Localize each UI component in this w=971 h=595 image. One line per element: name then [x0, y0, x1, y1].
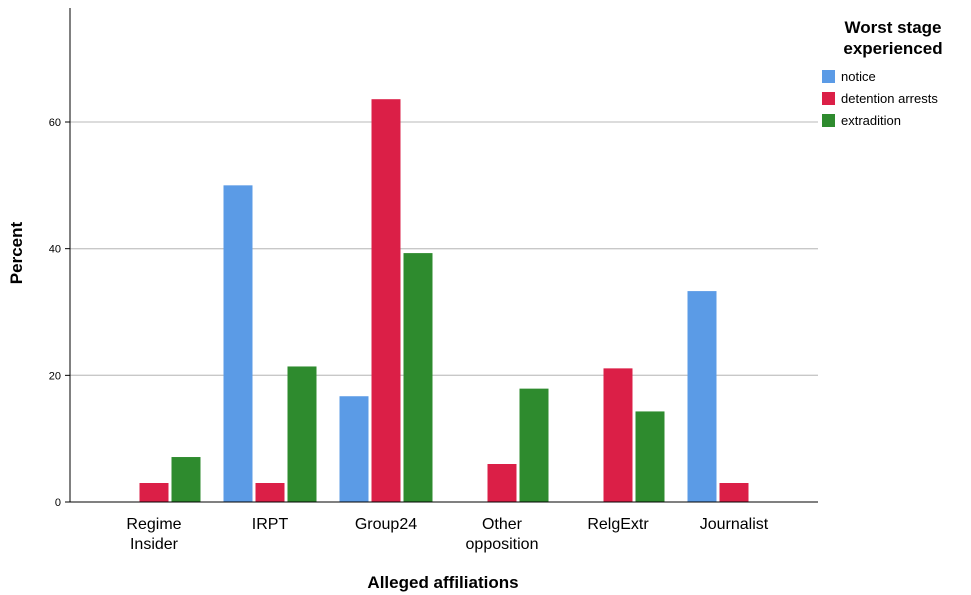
legend: Worst stage experienced notice detention …: [822, 18, 943, 128]
legend-label: detention arrests: [841, 91, 938, 106]
bar-extradition-4: [635, 411, 665, 502]
legend-label: extradition: [841, 113, 901, 128]
x-category-label: Other: [482, 516, 523, 533]
legend-title-line-2: experienced: [843, 39, 942, 58]
bar-detention-arrests-0: [139, 483, 169, 502]
legend-label: notice: [841, 69, 876, 84]
x-category-labels: Regime Insider IRPT Group24 Other opposition R…: [126, 516, 768, 553]
legend-items: notice detention arrests extradition: [822, 69, 938, 128]
bar-detention-arrests-1: [255, 483, 285, 502]
bar-detention-arrests-5: [719, 483, 749, 502]
x-category-label: IRPT: [252, 516, 289, 533]
bars: [139, 99, 749, 503]
bar-detention-arrests-3: [487, 464, 517, 502]
bar-extradition-3: [519, 388, 549, 502]
bar-notice-1: [223, 185, 253, 503]
legend-swatch: [822, 92, 835, 105]
x-category-label: Journalist: [700, 516, 769, 533]
legend-swatch: [822, 70, 835, 83]
bar-extradition-2: [403, 253, 433, 502]
x-axis-title: Alleged affiliations: [367, 573, 518, 592]
bar-notice-5: [687, 291, 717, 502]
y-axis-title: Percent: [7, 221, 26, 284]
y-tick-label: 40: [49, 244, 61, 256]
bar-extradition-0: [171, 457, 201, 502]
x-category-label: opposition: [466, 536, 539, 553]
y-tick-label: 60: [49, 117, 61, 129]
bar-detention-arrests-2: [371, 99, 401, 502]
y-tick-label: 0: [55, 497, 61, 509]
legend-swatch: [822, 114, 835, 127]
y-tick-label: 20: [49, 370, 61, 382]
y-tick-labels: 0 20 40 60: [49, 117, 70, 509]
bar-detention-arrests-4: [603, 368, 633, 502]
x-category-label: RelgExtr: [587, 516, 649, 533]
x-category-label: Group24: [355, 516, 417, 533]
x-category-label: Regime: [126, 516, 181, 533]
x-category-label: Insider: [130, 536, 179, 553]
axes: [69, 8, 818, 503]
bar-extradition-1: [287, 366, 317, 502]
bar-notice-2: [339, 396, 369, 502]
legend-title-line-1: Worst stage: [845, 18, 942, 37]
